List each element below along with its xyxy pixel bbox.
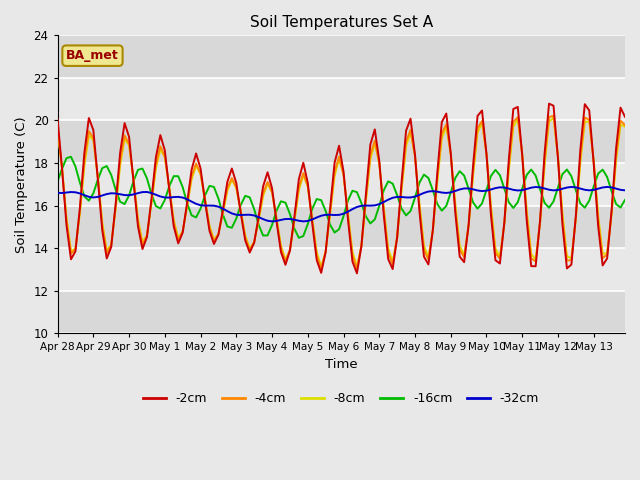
Bar	[58, 291, 625, 334]
Bar	[58, 248, 625, 291]
Bar	[58, 205, 625, 248]
Bar	[58, 120, 625, 163]
Y-axis label: Soil Temperature (C): Soil Temperature (C)	[15, 116, 28, 252]
Bar	[58, 163, 625, 205]
Bar	[58, 78, 625, 120]
Title: Soil Temperatures Set A: Soil Temperatures Set A	[250, 15, 433, 30]
Bar	[58, 36, 625, 78]
X-axis label: Time: Time	[325, 358, 358, 371]
Legend: -2cm, -4cm, -8cm, -16cm, -32cm: -2cm, -4cm, -8cm, -16cm, -32cm	[138, 387, 544, 410]
Text: BA_met: BA_met	[66, 49, 119, 62]
